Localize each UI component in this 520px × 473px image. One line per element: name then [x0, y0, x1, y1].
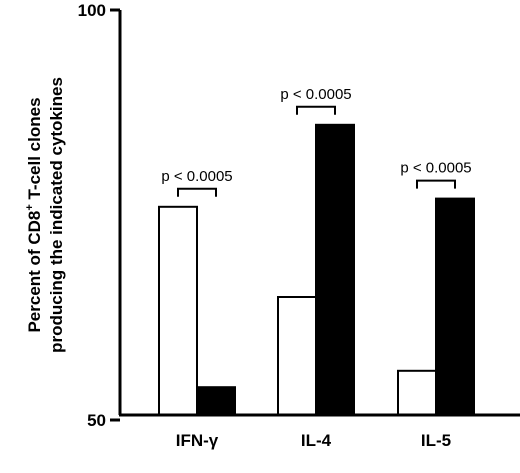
y-tick-label-50: 50 [87, 411, 106, 430]
p-value-label-0: p < 0.0005 [161, 168, 232, 185]
bar-2-series-0 [397, 369, 437, 416]
y-axis-title-line2: producing the indicated cytokines [47, 77, 66, 353]
x-category-label-1: IL-4 [301, 431, 332, 450]
x-category-label-0: IFN-γ [176, 431, 219, 450]
significance-bracket-1 [296, 105, 336, 115]
p-value-label-2: p < 0.0005 [400, 160, 471, 177]
bar-1-series-0 [277, 296, 317, 416]
bar-0-series-0 [158, 205, 198, 416]
x-category-label-2: IL-5 [421, 431, 451, 450]
significance-bracket-2 [416, 179, 456, 189]
y-tick-label-100: 100 [78, 1, 106, 20]
significance-bracket-0 [177, 187, 217, 197]
p-value-label-1: p < 0.0005 [280, 86, 351, 103]
y-axis-title-line1: Percent of CD8+ T-cell clones [24, 97, 44, 332]
bar-0-series-1 [196, 386, 236, 417]
bar-2-series-1 [435, 197, 475, 416]
bar-1-series-1 [315, 123, 355, 417]
